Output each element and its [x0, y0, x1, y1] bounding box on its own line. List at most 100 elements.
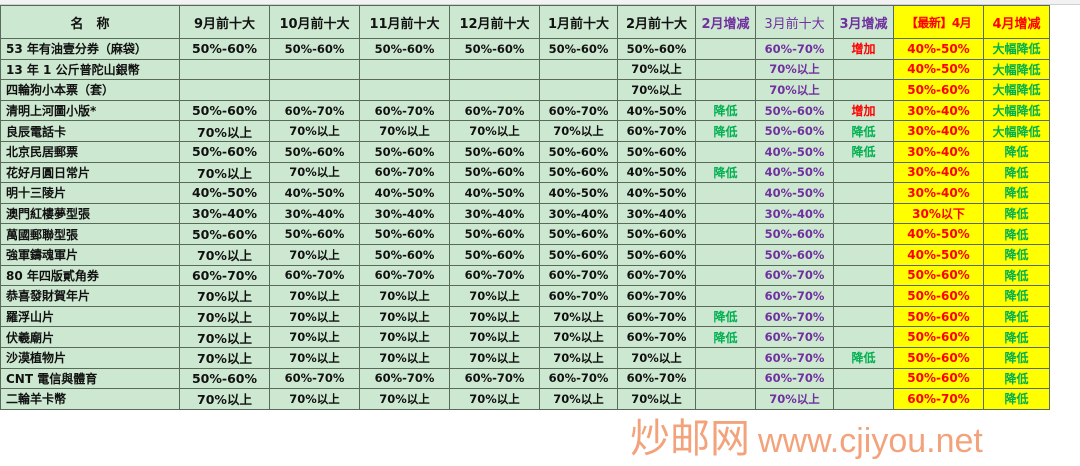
cell-apr-change[interactable]: 降低: [983, 161, 1050, 184]
cell-mar[interactable]: 30%-40%: [755, 202, 834, 225]
cell-oct[interactable]: 70%以上: [269, 326, 360, 348]
cell-feb[interactable]: 30%-40%: [617, 202, 696, 225]
cell-apr-latest[interactable]: 30%-40%: [893, 99, 984, 122]
cell-name[interactable]: 良辰電話卡: [0, 120, 180, 142]
cell-mar-change[interactable]: [833, 388, 894, 410]
cell-feb[interactable]: 60%-70%: [617, 120, 696, 142]
cell-name[interactable]: 花好月圓日常片: [0, 161, 180, 184]
cell-jan[interactable]: 70%以上: [539, 346, 618, 369]
cell-apr-change[interactable]: 降低: [983, 243, 1050, 266]
cell-apr-latest[interactable]: 50%-60%: [893, 346, 984, 369]
cell-jan[interactable]: 50%-60%: [539, 140, 618, 163]
cell-feb-change[interactable]: [695, 367, 756, 390]
cell-apr-change[interactable]: 降低: [983, 202, 1050, 225]
cell-dec[interactable]: 50%-60%: [449, 140, 540, 163]
cell-dec[interactable]: 30%-40%: [449, 202, 540, 225]
header-name[interactable]: 名 称: [0, 5, 180, 39]
cell-mar-change[interactable]: [833, 182, 894, 204]
cell-mar[interactable]: 40%-50%: [755, 140, 834, 163]
cell-feb-change[interactable]: 降低: [695, 326, 756, 348]
cell-apr-change[interactable]: 大幅降低: [983, 79, 1050, 101]
cell-sep[interactable]: 50%-60%: [179, 140, 270, 163]
cell-dec[interactable]: [449, 79, 540, 101]
cell-mar[interactable]: 60%-70%: [755, 285, 834, 307]
cell-feb-change[interactable]: [695, 285, 756, 307]
cell-dec[interactable]: 70%以上: [449, 388, 540, 410]
cell-feb-change[interactable]: [695, 223, 756, 245]
cell-mar[interactable]: 70%以上: [755, 79, 834, 101]
cell-oct[interactable]: [269, 58, 360, 81]
cell-name[interactable]: 二輪羊卡幣: [0, 388, 180, 410]
cell-apr-change[interactable]: 降低: [983, 223, 1050, 245]
cell-jan[interactable]: 50%-60%: [539, 161, 618, 184]
cell-nov[interactable]: [359, 58, 450, 81]
cell-apr-latest[interactable]: 50%-60%: [893, 79, 984, 101]
cell-mar[interactable]: 60%-70%: [755, 326, 834, 348]
cell-nov[interactable]: 50%-60%: [359, 140, 450, 163]
cell-feb-change[interactable]: [695, 243, 756, 266]
cell-dec[interactable]: 60%-70%: [449, 367, 540, 390]
cell-name[interactable]: 清明上河圖小版*: [0, 99, 180, 122]
cell-mar-change[interactable]: [833, 223, 894, 245]
cell-apr-change[interactable]: 降低: [983, 388, 1050, 410]
cell-apr-latest[interactable]: 50%-60%: [893, 264, 984, 287]
cell-feb[interactable]: 70%以上: [617, 58, 696, 81]
cell-nov[interactable]: [359, 79, 450, 101]
cell-feb[interactable]: 40%-50%: [617, 182, 696, 204]
header-sep[interactable]: 9月前十大: [179, 5, 270, 39]
cell-feb[interactable]: 50%-60%: [617, 223, 696, 245]
cell-name[interactable]: 明十三陵片: [0, 182, 180, 204]
cell-mar[interactable]: 70%以上: [755, 58, 834, 81]
cell-nov[interactable]: 60%-70%: [359, 264, 450, 287]
cell-feb[interactable]: 60%-70%: [617, 367, 696, 390]
cell-dec[interactable]: 70%以上: [449, 120, 540, 142]
cell-apr-latest[interactable]: 30%-40%: [893, 120, 984, 142]
header-nov[interactable]: 11月前十大: [359, 5, 450, 39]
cell-oct[interactable]: [269, 79, 360, 101]
cell-mar[interactable]: 50%-60%: [755, 120, 834, 142]
cell-sep[interactable]: 70%以上: [179, 305, 270, 328]
cell-sep[interactable]: 70%以上: [179, 285, 270, 307]
cell-feb-change[interactable]: [695, 79, 756, 101]
cell-dec[interactable]: 70%以上: [449, 346, 540, 369]
cell-jan[interactable]: 60%-70%: [539, 264, 618, 287]
cell-apr-change[interactable]: 大幅降低: [983, 38, 1050, 60]
cell-sep[interactable]: 70%以上: [179, 120, 270, 142]
cell-name[interactable]: 伏羲廟片: [0, 326, 180, 348]
cell-oct[interactable]: 40%-50%: [269, 182, 360, 204]
cell-name[interactable]: 北京民居郵票: [0, 140, 180, 163]
cell-apr-change[interactable]: 大幅降低: [983, 99, 1050, 122]
cell-nov[interactable]: 30%-40%: [359, 202, 450, 225]
cell-sep[interactable]: 70%以上: [179, 346, 270, 369]
cell-sep[interactable]: 60%-70%: [179, 264, 270, 287]
cell-jan[interactable]: 60%-70%: [539, 99, 618, 122]
cell-feb[interactable]: 40%-50%: [617, 161, 696, 184]
cell-dec[interactable]: 70%以上: [449, 285, 540, 307]
cell-oct[interactable]: 60%-70%: [269, 99, 360, 122]
cell-apr-latest[interactable]: 50%-60%: [893, 285, 984, 307]
cell-dec[interactable]: 50%-60%: [449, 243, 540, 266]
cell-feb-change[interactable]: [695, 264, 756, 287]
header-jan[interactable]: 1月前十大: [539, 5, 618, 39]
header-mar-change[interactable]: 3月增减: [833, 5, 894, 39]
cell-name[interactable]: 13 年 1 公斤普陀山銀幣: [0, 58, 180, 81]
cell-mar[interactable]: 60%-70%: [755, 38, 834, 60]
cell-jan[interactable]: 50%-60%: [539, 223, 618, 245]
cell-sep[interactable]: 50%-60%: [179, 367, 270, 390]
cell-apr-change[interactable]: 降低: [983, 182, 1050, 204]
header-apr-change[interactable]: 4月增减: [983, 5, 1050, 39]
cell-mar-change[interactable]: 降低: [833, 120, 894, 142]
cell-jan[interactable]: 50%-60%: [539, 38, 618, 60]
cell-apr-change[interactable]: 降低: [983, 346, 1050, 369]
cell-dec[interactable]: 60%-70%: [449, 99, 540, 122]
cell-jan[interactable]: 70%以上: [539, 388, 618, 410]
cell-mar[interactable]: 50%-60%: [755, 99, 834, 122]
cell-sep[interactable]: 70%以上: [179, 326, 270, 348]
cell-apr-change[interactable]: 降低: [983, 285, 1050, 307]
cell-dec[interactable]: 50%-60%: [449, 223, 540, 245]
header-feb-change[interactable]: 2月增减: [695, 5, 756, 39]
cell-mar-change[interactable]: [833, 367, 894, 390]
cell-mar[interactable]: 60%-70%: [755, 264, 834, 287]
cell-mar-change[interactable]: [833, 285, 894, 307]
cell-apr-latest[interactable]: 30%以下: [893, 202, 984, 225]
